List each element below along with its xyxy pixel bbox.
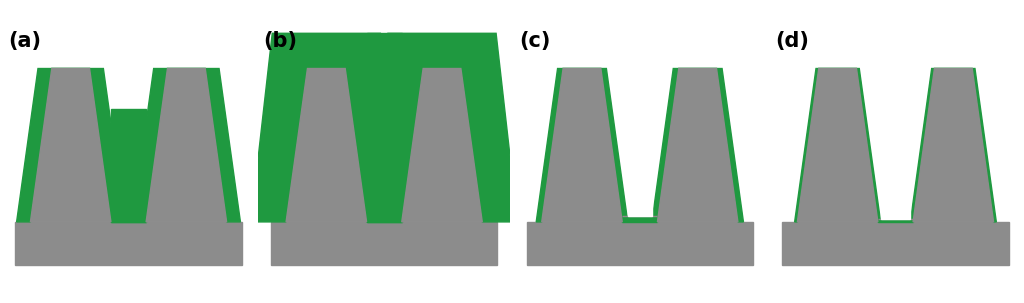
Text: (c): (c) <box>519 31 551 51</box>
Polygon shape <box>628 71 652 216</box>
Polygon shape <box>913 68 993 222</box>
Polygon shape <box>251 33 401 222</box>
Polygon shape <box>652 68 743 222</box>
Polygon shape <box>537 68 628 222</box>
Polygon shape <box>657 68 738 222</box>
Polygon shape <box>542 68 623 222</box>
Text: (b): (b) <box>263 31 297 51</box>
Polygon shape <box>798 68 878 222</box>
Polygon shape <box>132 68 241 222</box>
Polygon shape <box>15 222 242 265</box>
Polygon shape <box>31 68 111 222</box>
Polygon shape <box>367 187 401 222</box>
Polygon shape <box>111 208 146 222</box>
Polygon shape <box>367 33 517 222</box>
Text: (d): (d) <box>775 31 809 51</box>
Polygon shape <box>910 68 996 222</box>
Polygon shape <box>526 222 753 265</box>
Polygon shape <box>286 68 367 222</box>
Polygon shape <box>271 222 498 265</box>
Polygon shape <box>878 219 913 222</box>
Polygon shape <box>146 68 226 222</box>
Polygon shape <box>401 68 482 222</box>
Polygon shape <box>795 68 881 222</box>
Text: (a): (a) <box>8 31 41 51</box>
Polygon shape <box>111 109 146 222</box>
Polygon shape <box>367 33 401 222</box>
Polygon shape <box>782 222 1009 265</box>
Polygon shape <box>623 216 657 222</box>
Polygon shape <box>881 71 910 219</box>
Polygon shape <box>16 68 125 222</box>
